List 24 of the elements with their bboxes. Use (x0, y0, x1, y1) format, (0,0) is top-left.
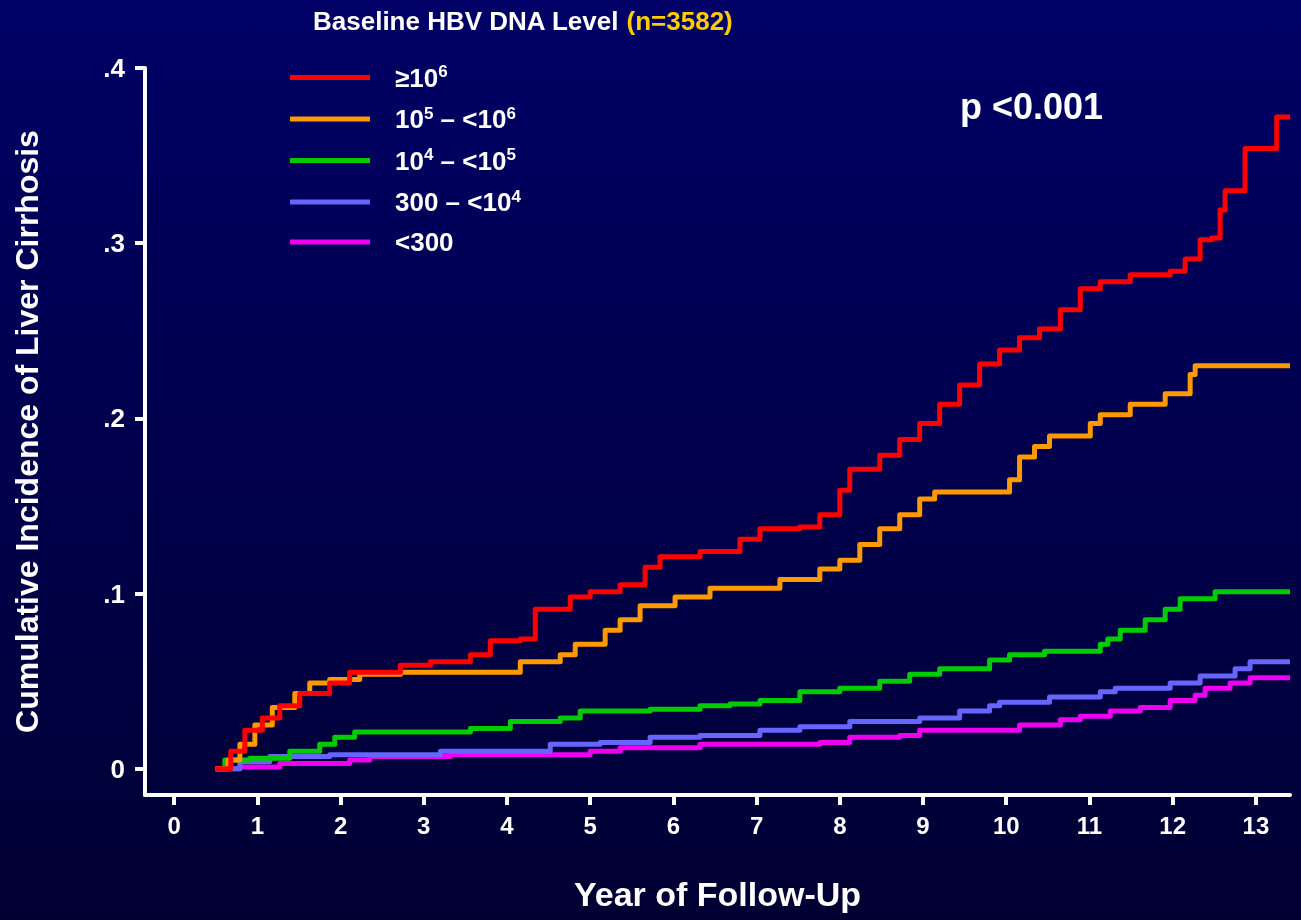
legend-title: Baseline HBV DNA Level (n=3582) (313, 6, 733, 36)
x-tick-label: 11 (1076, 811, 1103, 839)
x-tick-label: 7 (749, 811, 764, 839)
y-axis-title: Cumulative Incidence of Liver Cirrhosis (9, 130, 45, 733)
legend-label: <300 (395, 227, 454, 257)
x-axis-title: Year of Follow-Up (573, 875, 862, 913)
x-tick-label: 8 (833, 811, 847, 839)
x-tick-label: 2 (333, 811, 348, 839)
x-tick-label: 1 (250, 811, 265, 839)
x-tick-label: 6 (666, 811, 681, 839)
annotation: p <0.001 (960, 85, 1104, 127)
x-tick-label: 12 (1159, 811, 1187, 839)
x-tick-label: 0 (167, 811, 181, 839)
y-tick-label: .2 (103, 403, 125, 434)
y-tick-label: .3 (103, 228, 125, 259)
x-tick-label: 5 (583, 811, 597, 839)
y-tick-label: .4 (103, 53, 126, 83)
y-tick-label: .1 (103, 578, 125, 609)
x-tick-label: 4 (500, 811, 515, 839)
y-tick-label: 0 (110, 753, 125, 784)
x-tick-label: 9 (916, 811, 930, 839)
x-tick-label: 3 (417, 811, 431, 839)
x-tick-label: 10 (992, 811, 1020, 839)
x-tick-label: 13 (1242, 811, 1270, 839)
